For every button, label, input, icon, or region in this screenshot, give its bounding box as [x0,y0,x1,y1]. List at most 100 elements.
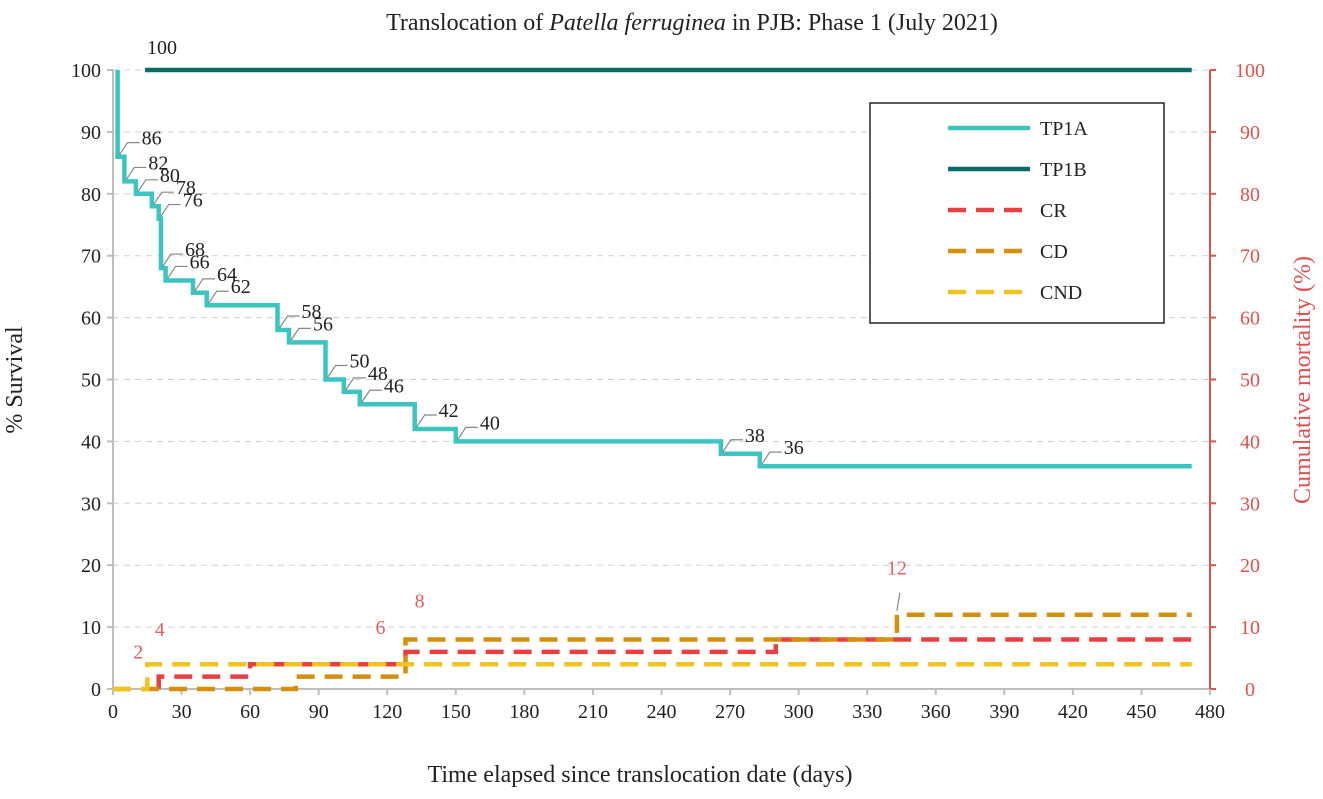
x-tick-label-450: 450 [1126,701,1156,723]
y-axis-title: % Survival [2,326,28,434]
data-label-76-survival: 76 [160,190,203,217]
data-label-text: 82 [148,152,168,174]
leader-line [162,253,183,267]
chart-title: Translocation of Patella ferruginea in P… [386,10,998,36]
legend-box [869,102,1165,324]
x-tick-label-210: 210 [578,701,608,723]
y2-axis-title: Cumulative mortality (%) [1290,256,1316,504]
data-label-86-survival: 86 [119,128,162,155]
x-tick-label-180: 180 [509,701,539,723]
x-tick-label-360: 360 [921,701,951,723]
x-tick-label-330: 330 [852,701,882,723]
x-tick-label-240: 240 [647,701,677,723]
x-tick-label-0: 0 [108,701,118,723]
leader-line [896,592,901,611]
data-label-text: 36 [784,437,804,459]
data-label-text: 78 [176,177,196,199]
data-label-text: 6 [376,617,386,639]
chart-title-prefix: Translocation of [386,10,549,36]
y2-tick-label-0: 0 [1245,679,1255,701]
legend-label: CD [1040,241,1068,263]
data-label-text: 64 [217,264,237,286]
data-label-82-survival: 82 [125,152,168,180]
data-label-text: 80 [160,165,180,187]
series-tp1a-line [115,70,1192,469]
leader-line [153,191,174,205]
data-label-64-survival: 64 [194,264,237,292]
y-tick-label-90: 90 [81,122,101,144]
y2-tick-label-80: 80 [1240,184,1260,206]
legend-item-cr: CR [948,200,1067,222]
leader-line [194,278,215,292]
x-tick-label-60: 60 [240,701,260,723]
data-label-2-mortality: 2 [133,642,143,664]
data-label-text: 68 [185,239,205,261]
legend-item-cnd: CND [948,282,1082,304]
leader-line [457,426,478,440]
series-cd-line [113,612,1192,692]
leader-line [290,327,311,341]
series-layer [113,67,1192,692]
data-label-12-mortality: 12 [887,558,907,611]
data-label-text: 2 [133,642,143,664]
data-label-50-survival: 50 [327,351,370,378]
data-label-40-survival: 40 [457,412,500,440]
data-label-48-survival: 48 [345,363,388,391]
leader-line [345,377,366,391]
chart-title-italic: Patella ferruginea [548,10,726,36]
data-label-100-survival: 100 [147,37,177,59]
legend-label: CND [1040,282,1082,304]
y-tick-label-20: 20 [81,555,101,577]
data-label-42-survival: 42 [416,400,459,428]
leader-line [327,364,348,378]
data-label-text: 4 [155,619,165,641]
y2-tick-label-30: 30 [1240,493,1260,515]
data-label-text: 58 [302,301,322,323]
y-tick-label-0: 0 [91,679,101,701]
data-label-80-survival: 80 [137,165,180,193]
legend-item-tp1a: TP1A [948,118,1088,140]
data-label-text: 56 [313,313,333,335]
legend-item-cd: CD [948,241,1068,263]
data-label-78-survival: 78 [153,177,196,205]
leader-line [279,315,300,329]
data-label-text: 12 [887,558,907,580]
y2-tick-label-90: 90 [1240,122,1260,144]
x-tick-label-30: 30 [172,701,192,723]
leader-line [208,290,229,304]
data-label-text: 86 [142,128,162,150]
legend: TP1A TP1B CR CD CND [869,102,1165,324]
leader-line [361,389,382,403]
y-tick-label-100: 100 [71,60,101,82]
data-label-text: 66 [190,251,210,273]
x-tick-label-420: 420 [1058,701,1088,723]
x-tick-label-390: 390 [989,701,1019,723]
data-label-text: 38 [745,425,765,447]
legend-label: TP1B [1040,159,1087,181]
data-label-text: 62 [231,276,251,298]
y2-tick-label-20: 20 [1240,555,1260,577]
y2-tick-label-50: 50 [1240,370,1260,392]
series-cnd-line [113,661,1192,692]
x-tick-label-90: 90 [309,701,329,723]
y2-tick-label-40: 40 [1240,431,1260,453]
y-tick-label-10: 10 [81,617,101,639]
data-label-56-survival: 56 [290,313,333,341]
leader-line [167,265,188,279]
data-label-8-mortality: 8 [415,590,425,612]
data-label-4-mortality: 4 [155,619,165,641]
y2-tick-label-60: 60 [1240,308,1260,330]
data-label-6-mortality: 6 [376,617,386,639]
data-label-36-survival: 36 [761,437,804,465]
x-tick-label-270: 270 [715,701,745,723]
y-tick-label-30: 30 [81,493,101,515]
chart-title-suffix: in PJB: Phase 1 (July 2021) [726,10,998,36]
y2-tick-label-70: 70 [1240,246,1260,268]
series-cr-line [156,637,1192,689]
data-label-66-survival: 66 [167,251,210,279]
y-tick-label-80: 80 [81,184,101,206]
leader-line [761,451,782,465]
